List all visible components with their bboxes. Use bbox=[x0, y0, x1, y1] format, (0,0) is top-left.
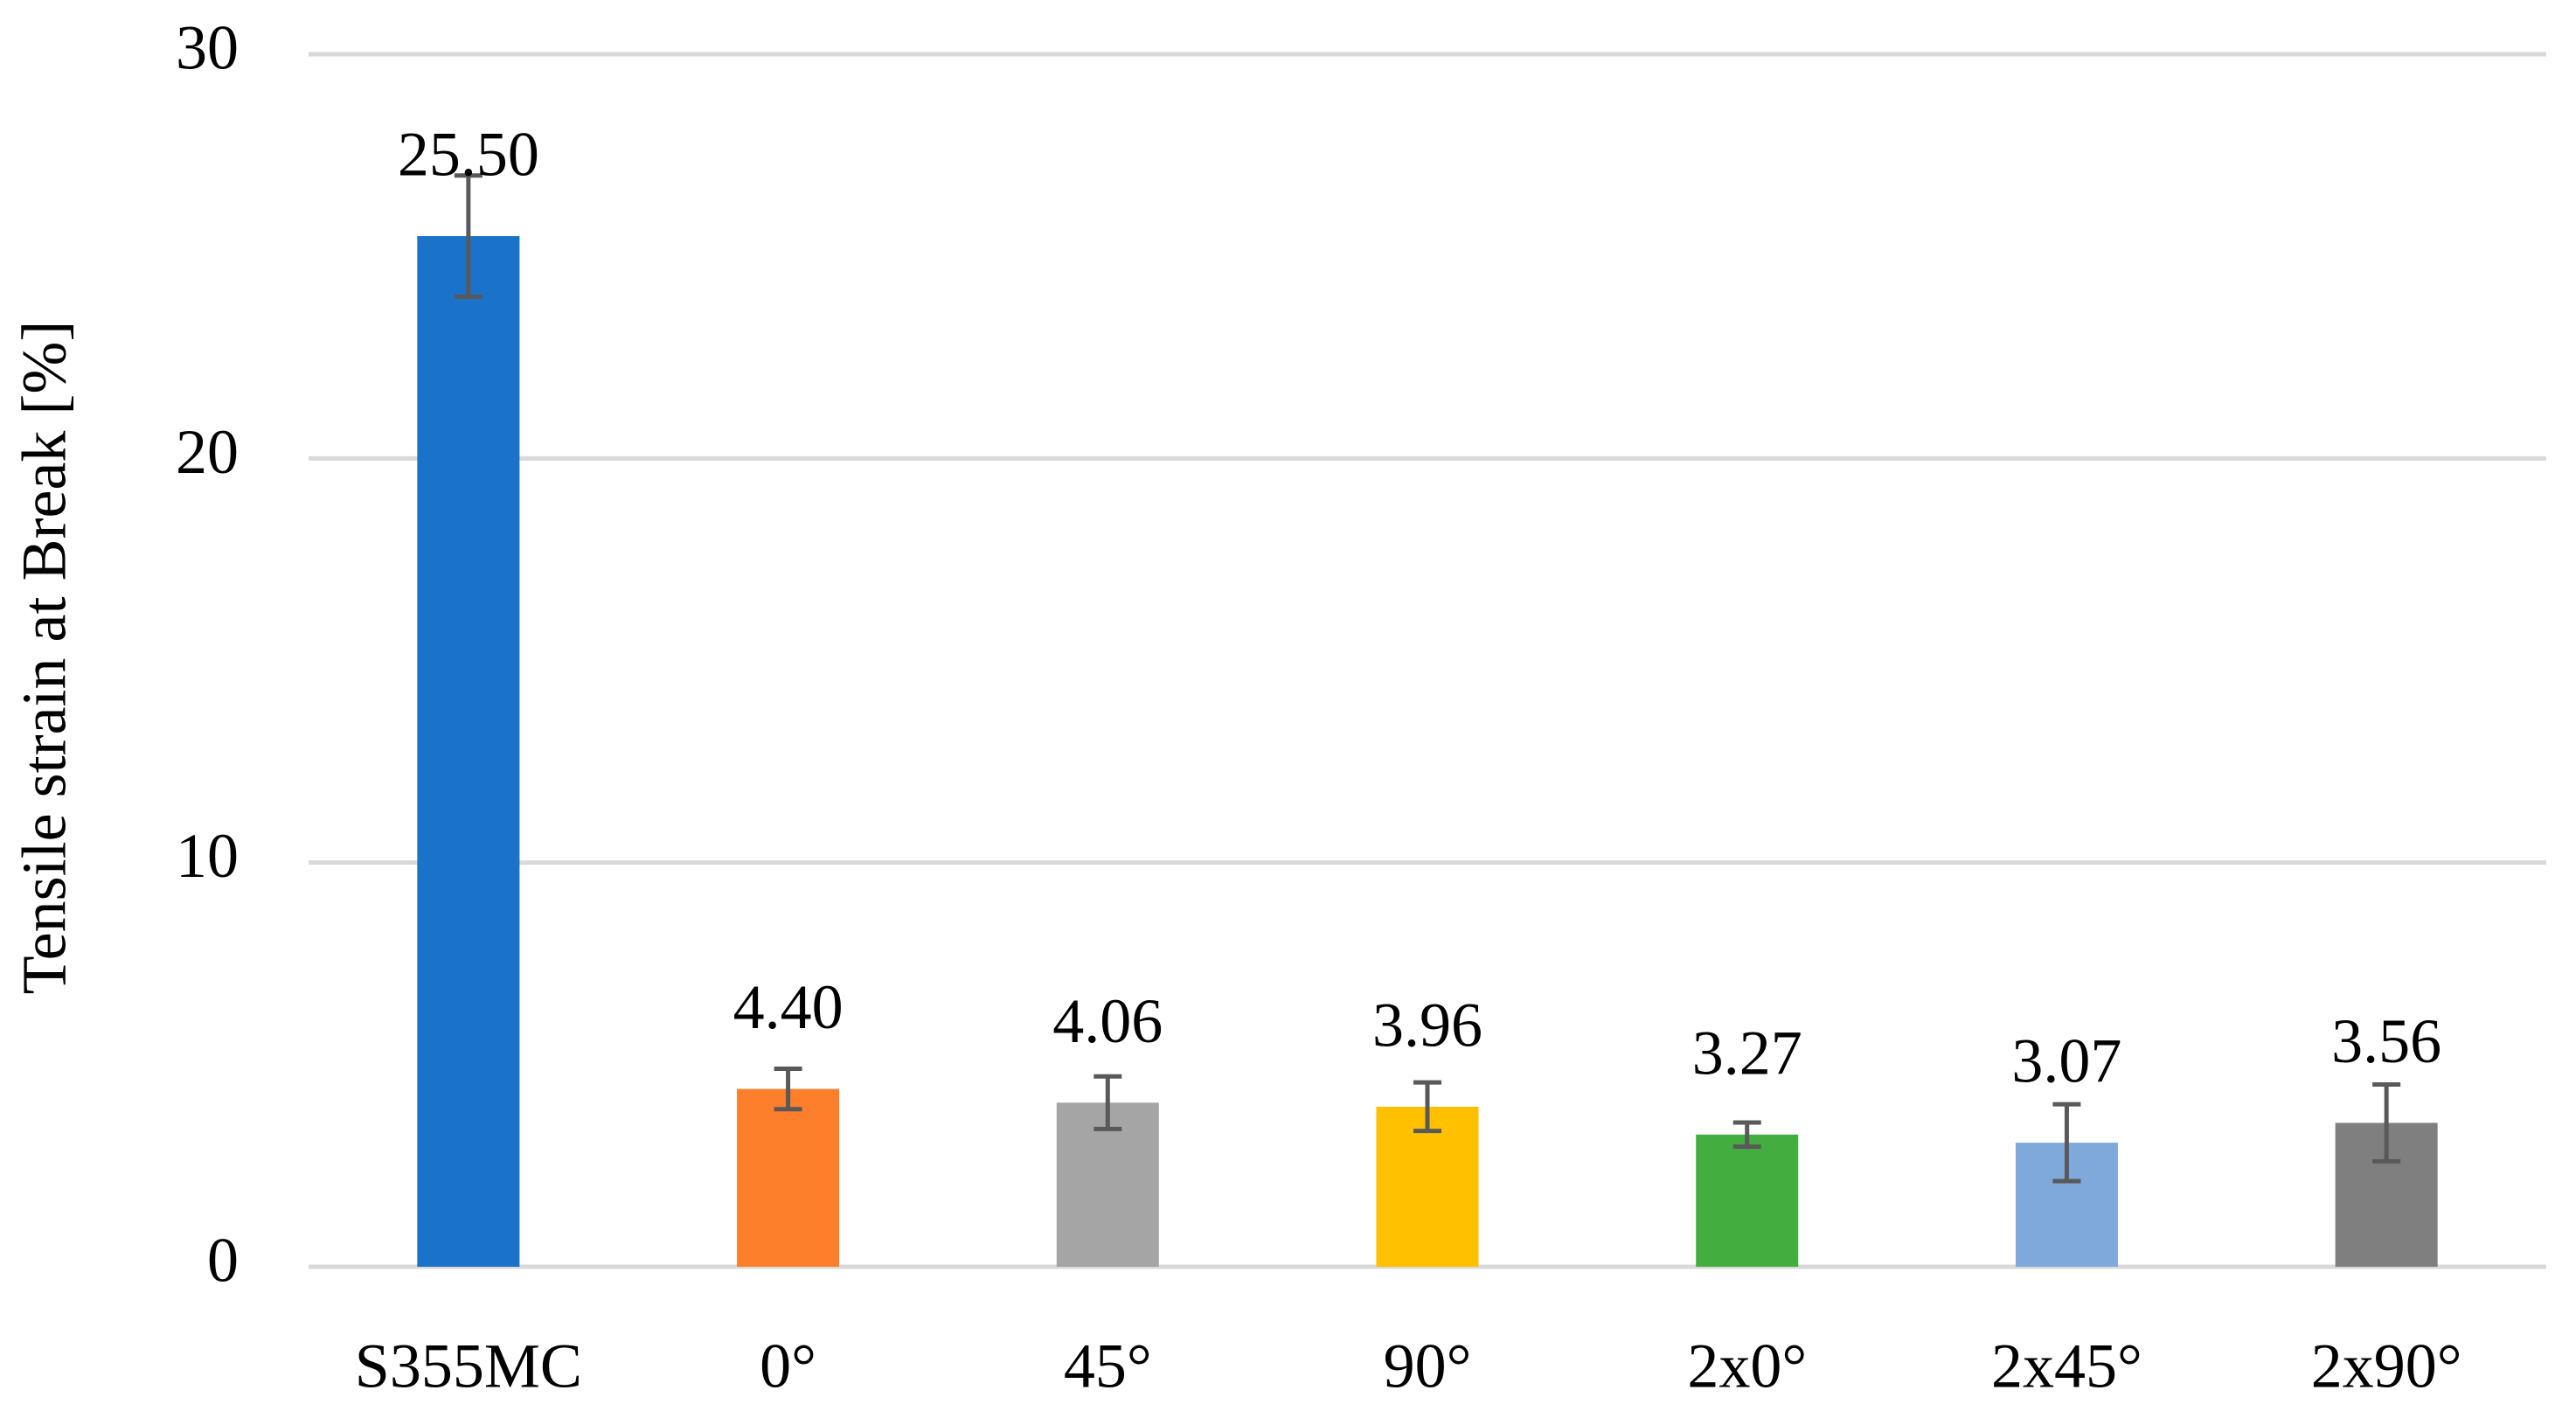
value-label: 3.07 bbox=[2011, 1026, 2121, 1096]
value-label: 3.27 bbox=[1692, 1018, 1802, 1088]
y-axis-title: Tensile strain at Break [%] bbox=[10, 321, 80, 995]
x-tick-label: 0° bbox=[760, 1331, 816, 1401]
bar bbox=[1376, 1106, 1479, 1267]
bar bbox=[417, 236, 520, 1267]
value-label: 3.96 bbox=[1372, 990, 1482, 1060]
value-label: 4.06 bbox=[1052, 986, 1163, 1056]
x-tick-label: 2x0° bbox=[1687, 1331, 1807, 1401]
x-tick-label: 2x45° bbox=[1991, 1331, 2142, 1401]
value-label: 25.50 bbox=[398, 120, 539, 190]
value-label: 4.40 bbox=[733, 972, 844, 1042]
y-tick-label: 0 bbox=[207, 1226, 239, 1296]
y-tick-label: 30 bbox=[176, 13, 239, 83]
x-tick-label: 90° bbox=[1384, 1331, 1472, 1401]
y-tick-label: 20 bbox=[176, 417, 239, 487]
value-label: 3.56 bbox=[2331, 1006, 2441, 1076]
x-tick-label: 45° bbox=[1064, 1331, 1152, 1401]
bar bbox=[737, 1088, 840, 1267]
x-tick-label: S355MC bbox=[355, 1331, 582, 1401]
y-tick-label: 10 bbox=[176, 821, 239, 891]
x-tick-label: 2x90° bbox=[2311, 1331, 2462, 1401]
bar bbox=[1696, 1134, 1799, 1267]
